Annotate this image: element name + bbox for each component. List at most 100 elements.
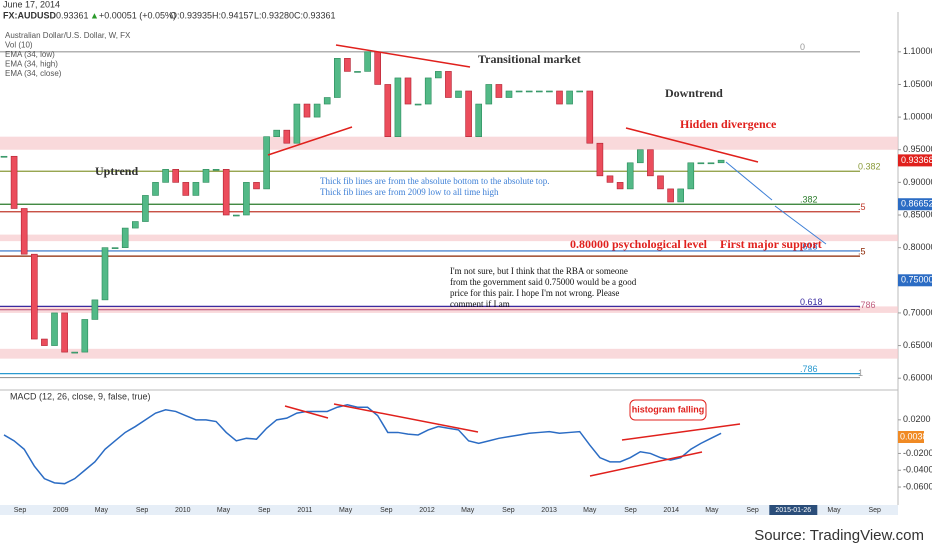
arrow	[725, 161, 773, 201]
candle	[424, 77, 432, 105]
candle	[233, 214, 240, 217]
candle	[172, 169, 179, 183]
y-tick-label: 0.80000	[903, 242, 932, 252]
candle	[596, 142, 604, 177]
candle	[20, 208, 28, 255]
fib-label: .786	[800, 364, 818, 374]
candle	[273, 129, 281, 137]
time-axis	[0, 505, 898, 515]
source: Source: TradingView.com	[754, 527, 924, 544]
low: L:0.93280	[254, 10, 294, 20]
candle	[132, 221, 139, 229]
candle	[384, 84, 392, 137]
y-tick-label: -0.0400	[903, 465, 932, 475]
candle	[91, 299, 99, 320]
x-tick-label: Sep	[502, 507, 515, 514]
price-tag-label: 0.93368	[901, 155, 932, 165]
x-tick-label: May	[339, 507, 353, 514]
arrow	[774, 205, 827, 245]
candle	[525, 90, 533, 93]
candle	[192, 182, 200, 196]
candle	[606, 175, 614, 183]
candle	[333, 58, 341, 98]
open: O:0.93935	[170, 10, 212, 20]
candle	[515, 90, 523, 93]
candle	[10, 155, 18, 209]
candle	[546, 90, 553, 93]
trend-line	[589, 451, 703, 477]
candle	[344, 58, 351, 72]
y-tick-label: 1.05000	[903, 79, 932, 89]
x-tick-label: May	[217, 507, 231, 514]
candle	[263, 136, 270, 190]
candle	[162, 169, 169, 183]
legend-item: Australian Dollar/U.S. Dollar, W, FX	[5, 31, 131, 40]
layout	[0, 12, 899, 515]
macd-tag-box	[898, 431, 924, 443]
annotation: Downtrend	[665, 86, 723, 100]
x-tick-label: Sep	[14, 507, 27, 514]
x-tick-label: May	[583, 507, 597, 514]
candle	[394, 77, 402, 137]
legend-item: EMA (34, low)	[5, 50, 55, 59]
candle	[202, 169, 210, 183]
candle	[101, 247, 109, 301]
price-tag-label: 0.75000	[901, 275, 932, 285]
fib-label: 1	[858, 368, 863, 378]
x-tick-label: Sep	[746, 507, 759, 514]
zone	[0, 234, 898, 242]
trend-line	[284, 405, 329, 419]
callout	[629, 399, 707, 421]
candle	[81, 319, 89, 353]
legend-item: EMA (34, high)	[5, 60, 58, 69]
callout-text: histogram falling	[632, 404, 705, 414]
price-tag	[898, 154, 932, 167]
candle	[152, 182, 159, 196]
annotation: Hidden divergence	[680, 117, 777, 131]
candle	[51, 312, 58, 346]
high: H:0.94157	[212, 10, 254, 20]
trend-line	[625, 127, 759, 163]
x-tick-label: Sep	[868, 507, 881, 514]
annotation: price for this pair. I hope I'm not wron…	[450, 288, 619, 298]
y-tick-label: 1.10000	[903, 46, 932, 56]
x-tick-label: 2013	[541, 507, 557, 514]
candle	[636, 149, 644, 164]
fib-label: .5	[858, 202, 866, 212]
price-tag-label: 0.86652	[901, 199, 932, 209]
annotation: from the government said 0.75000 would b…	[450, 277, 637, 287]
candle	[434, 71, 442, 79]
trend-line	[621, 423, 741, 441]
fib-label: .5	[858, 247, 866, 257]
candle	[283, 129, 291, 144]
candle	[687, 162, 695, 190]
candle	[323, 97, 331, 105]
x-tick-label: May	[461, 507, 475, 514]
candle	[243, 182, 250, 216]
trend-line	[333, 403, 479, 433]
macd-tag: 0.0038	[900, 431, 928, 441]
candle	[465, 90, 472, 137]
macd-label: MACD (12, 26, close, 9, false, true)	[10, 391, 151, 401]
y-tick-label: -0.0600	[903, 481, 932, 491]
candle	[414, 103, 422, 106]
candle	[485, 84, 493, 105]
annotation: First major support	[720, 237, 822, 251]
macd-line	[3, 403, 722, 485]
date-tag-box	[769, 505, 818, 515]
candle	[212, 169, 220, 171]
candle	[657, 175, 664, 190]
candle	[677, 188, 685, 203]
x-tick-label: May	[827, 507, 841, 514]
candle	[303, 103, 311, 118]
date: June 17, 2014	[3, 0, 60, 9]
candle	[71, 351, 78, 354]
fib-label: .382	[800, 195, 818, 205]
x-tick-label: May	[95, 507, 109, 514]
candle	[475, 103, 483, 137]
x-tick-label: Sep	[136, 507, 149, 514]
candle	[222, 169, 230, 216]
candle	[0, 155, 8, 158]
candle	[455, 90, 462, 98]
